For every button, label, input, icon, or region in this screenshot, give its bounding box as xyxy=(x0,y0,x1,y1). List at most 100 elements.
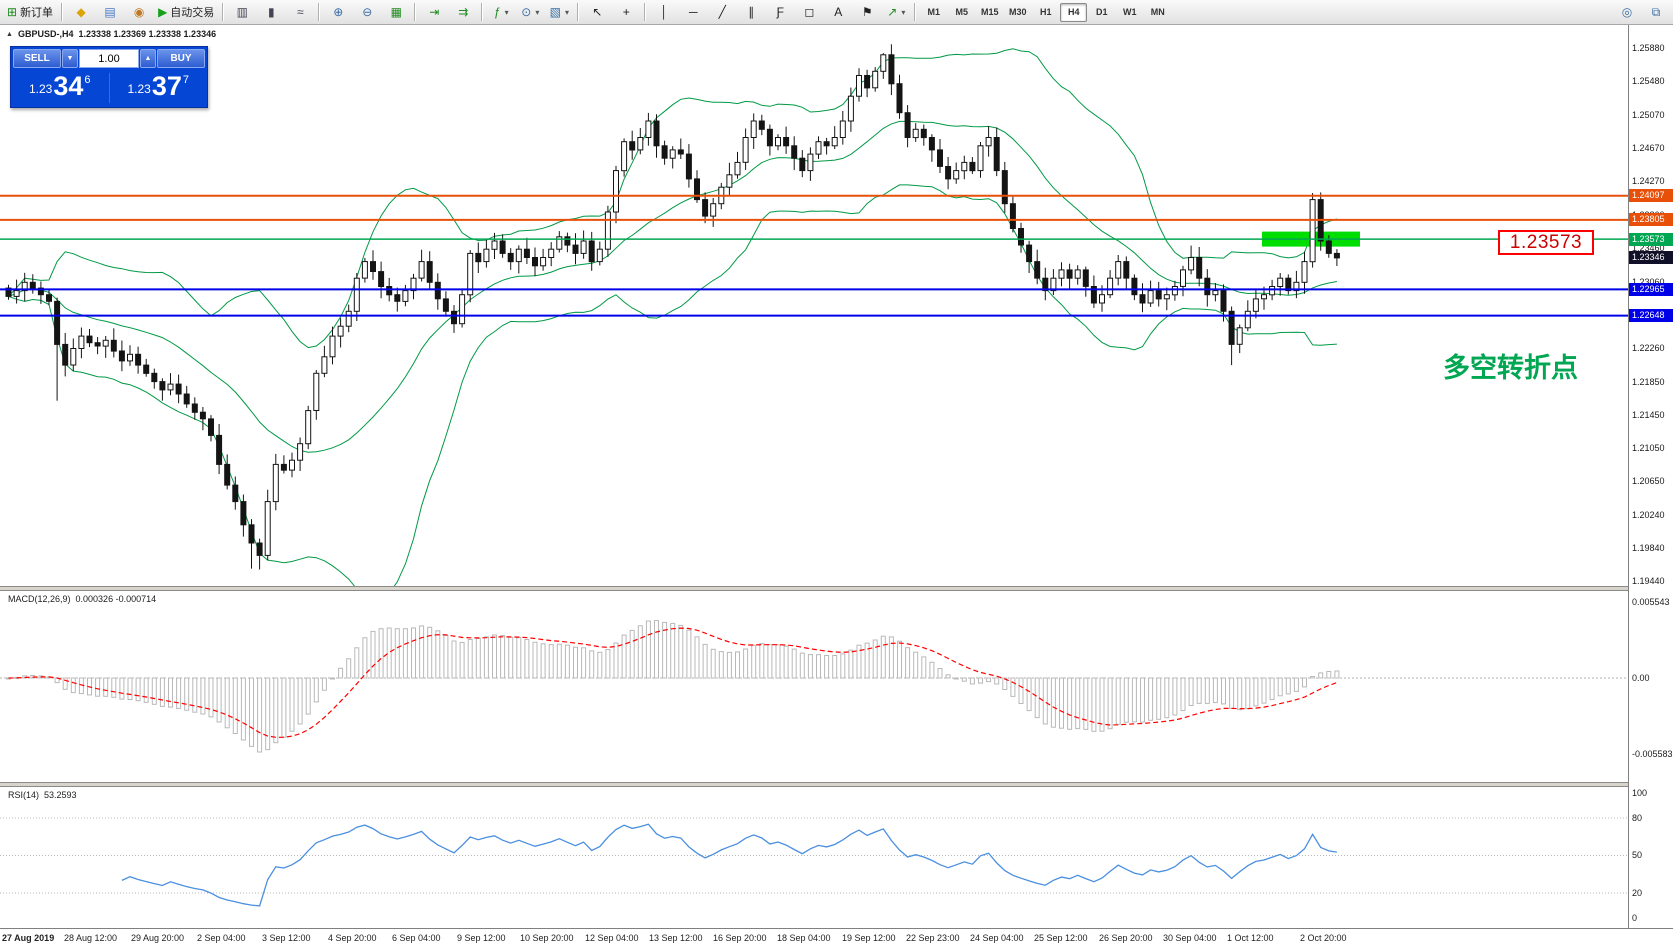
price-scale-label: 1.24270 xyxy=(1632,176,1665,187)
timeframe-m1-button[interactable]: M1 xyxy=(927,7,941,17)
price-scale-label: 1.23060 xyxy=(1632,276,1665,287)
buy-price[interactable]: 1.23 37 7 xyxy=(110,72,208,104)
toolbar-separator xyxy=(577,3,580,21)
macd-indicator-label: MACD(12,26,9) 0.000326 -0.000714 xyxy=(8,594,161,604)
market-watch-button[interactable]: ◆ xyxy=(67,1,95,23)
periods-icon: ⊙ xyxy=(521,5,532,19)
autotrading-button[interactable]: ▶ 自动交易 xyxy=(154,1,218,23)
time-axis-label: 27 Aug 2019 xyxy=(2,933,55,943)
sell-price-small: 1.23 xyxy=(28,82,53,97)
price-scale-label: 1.20650 xyxy=(1632,475,1665,486)
timeframe-h4-button[interactable]: H4 xyxy=(1060,2,1088,22)
rsi-value: 53.2593 xyxy=(44,790,77,800)
periods-button[interactable]: ⊙ ▾ xyxy=(516,1,544,23)
search-button[interactable]: ◎ xyxy=(1613,1,1641,23)
volume-down-button[interactable]: ▼ xyxy=(62,49,78,68)
sell-price-sup: 6 xyxy=(84,73,91,86)
toolbar-separator xyxy=(318,3,321,21)
candlestick-series xyxy=(5,44,1340,570)
macd-pane[interactable] xyxy=(0,591,1628,782)
arrows-icon: ↗ xyxy=(887,5,898,19)
price-scale[interactable]: 1.25880 1.25480 1.25070 1.24670 1.24270 1.238… xyxy=(1628,25,1673,947)
volume-up-button[interactable]: ▲ xyxy=(140,49,156,68)
navigator-button[interactable]: ◉ xyxy=(125,1,153,23)
dropdown-arrow-icon: ▾ xyxy=(901,7,906,17)
templates-button[interactable]: ▧ ▾ xyxy=(545,1,573,23)
trade-panel-divider xyxy=(108,73,110,103)
new-order-icon: ⊞ xyxy=(7,5,18,19)
line-chart-button[interactable]: ≈ xyxy=(286,1,314,23)
rsi-scale-label: 50 xyxy=(1632,850,1643,860)
fibonacci-button[interactable]: Ƒ xyxy=(766,1,794,23)
time-axis-label: 3 Sep 12:00 xyxy=(262,933,311,943)
text-label-button[interactable]: ⚑ xyxy=(853,1,881,23)
rsi-scale-label: 20 xyxy=(1632,888,1643,898)
main-toolbar: ⊞ 新订单 ◆ ▤ ◉ ▶ 自动交易 ▥ ▮ ≈ ⊕ ⊖ ▦ ⇥ ⇉ ƒ ▾ ⊙ ▾ ▧ ▾ ↖ + │ ─ ╱ ∥ Ƒ ◻ A ⚑ ↗ ▾ M1… xyxy=(0,0,1673,25)
price-level-annotation-box[interactable]: 1.23573 xyxy=(1498,230,1594,255)
buy-button[interactable]: BUY xyxy=(157,49,205,68)
volume-input[interactable] xyxy=(79,49,139,68)
price-scale-label: 1.24670 xyxy=(1632,143,1665,154)
buy-price-small: 1.23 xyxy=(127,82,151,97)
new-order-button[interactable]: ⊞ 新订单 xyxy=(3,1,57,23)
tile-windows-button[interactable]: ▦ xyxy=(382,1,410,23)
chart-shift-button[interactable]: ⇥ xyxy=(420,1,448,23)
shapes-button[interactable]: ◻ xyxy=(795,1,823,23)
rsi-pane[interactable] xyxy=(0,787,1628,928)
timeframe-d1-button[interactable]: D1 xyxy=(1096,7,1108,17)
timeframe-w1-button[interactable]: W1 xyxy=(1123,7,1137,17)
crosshair-button[interactable]: + xyxy=(612,1,640,23)
shapes-icon: ◻ xyxy=(804,5,815,19)
timeframe-m15-button[interactable]: M15 xyxy=(981,7,999,17)
sell-button[interactable]: SELL xyxy=(13,49,61,68)
trendline-button[interactable]: ╱ xyxy=(708,1,736,23)
indicators-button[interactable]: ƒ ▾ xyxy=(487,1,515,23)
zoom-in-button[interactable]: ⊕ xyxy=(324,1,352,23)
rsi-title: RSI(14) xyxy=(8,790,40,800)
macd-scale-label: 0.00 xyxy=(1632,673,1650,683)
sell-price[interactable]: 1.23 34 6 xyxy=(11,70,109,104)
market-watch-icon: ◆ xyxy=(76,5,86,19)
collapse-panel-icon[interactable]: ▲ xyxy=(6,30,13,38)
timeframe-h1-button[interactable]: H1 xyxy=(1040,7,1052,17)
cursor-button[interactable]: ↖ xyxy=(583,1,611,23)
new-order-button-label: 新订单 xyxy=(20,7,54,19)
zoom-out-button[interactable]: ⊖ xyxy=(353,1,381,23)
timeframe-m5-button[interactable]: M5 xyxy=(955,7,969,17)
arrows-button[interactable]: ↗ ▾ xyxy=(882,1,910,23)
bar-chart-button[interactable]: ▥ xyxy=(228,1,256,23)
macd-values: 0.000326 -0.000714 xyxy=(75,594,157,604)
channel-icon: ∥ xyxy=(748,5,755,19)
price-scale-label: 1.21450 xyxy=(1632,409,1665,420)
turning-point-text[interactable]: 多空转折点 xyxy=(1443,353,1578,383)
auto-scroll-button[interactable]: ⇉ xyxy=(449,1,477,23)
timeframe-mn-button[interactable]: MN xyxy=(1150,7,1165,17)
data-window-button[interactable]: ▤ xyxy=(96,1,124,23)
time-axis[interactable]: 27 Aug 2019 28 Aug 12:00 29 Aug 20:00 2 Sep… xyxy=(0,928,1673,947)
time-axis-label: 16 Sep 20:00 xyxy=(713,933,767,943)
toolbar-separator xyxy=(644,3,647,21)
trendline-icon: ╱ xyxy=(718,5,726,19)
sell-price-big: 34 xyxy=(53,70,84,101)
pane-splitter[interactable] xyxy=(0,586,1673,591)
toolbar-separator xyxy=(222,3,225,21)
crosshair-icon: + xyxy=(622,5,630,19)
time-axis-label: 28 Aug 12:00 xyxy=(64,933,118,943)
candlestick-chart-button[interactable]: ▮ xyxy=(257,1,285,23)
price-scale-label: 1.21050 xyxy=(1632,442,1665,453)
chart-shift-icon: ⇥ xyxy=(429,5,440,19)
new-window-button[interactable]: ⧉ xyxy=(1642,1,1670,23)
timeframe-m30-button[interactable]: M30 xyxy=(1009,7,1027,17)
text-button[interactable]: A xyxy=(824,1,852,23)
rsi-scale-label: 80 xyxy=(1632,813,1643,823)
trade-panel-controls: SELL ▼ ▲ BUY xyxy=(11,47,207,69)
channel-button[interactable]: ∥ xyxy=(737,1,765,23)
pane-splitter[interactable] xyxy=(0,782,1673,787)
horizontal-line-button[interactable]: ─ xyxy=(679,1,707,23)
vertical-line-button[interactable]: │ xyxy=(650,1,678,23)
toolbar-separator xyxy=(414,3,417,21)
price-chart[interactable] xyxy=(0,25,1628,586)
time-axis-label: 4 Sep 20:00 xyxy=(328,933,377,943)
dropdown-arrow-icon: ▾ xyxy=(564,7,569,17)
toolbar-separator xyxy=(61,3,64,21)
